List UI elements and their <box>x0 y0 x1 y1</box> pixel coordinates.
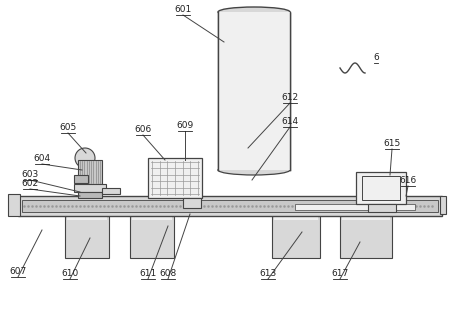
Bar <box>362 176 400 200</box>
Ellipse shape <box>218 7 290 17</box>
Bar <box>67 216 107 220</box>
Bar <box>78 192 102 198</box>
Bar <box>74 175 88 183</box>
Text: 611: 611 <box>140 269 157 278</box>
Bar <box>440 196 446 214</box>
Text: 608: 608 <box>159 269 176 278</box>
Bar <box>130 216 174 258</box>
Text: 604: 604 <box>33 154 50 163</box>
Bar <box>8 194 20 216</box>
Text: 613: 613 <box>259 269 277 278</box>
Text: 609: 609 <box>176 121 194 130</box>
Bar <box>295 204 415 210</box>
Bar <box>356 172 406 204</box>
Bar <box>18 196 442 216</box>
Bar <box>183 198 201 208</box>
Text: 614: 614 <box>281 117 298 126</box>
Text: 615: 615 <box>383 139 401 148</box>
Text: 601: 601 <box>174 5 192 14</box>
Bar <box>272 216 320 258</box>
Bar <box>18 196 442 200</box>
Bar <box>148 158 202 198</box>
Bar <box>218 12 290 170</box>
Text: 612: 612 <box>281 93 298 102</box>
Ellipse shape <box>218 165 290 175</box>
Text: 6: 6 <box>373 53 379 62</box>
Bar <box>65 216 109 258</box>
Bar <box>102 188 120 194</box>
Ellipse shape <box>75 148 95 168</box>
Text: 603: 603 <box>21 170 39 179</box>
Text: 605: 605 <box>60 123 77 132</box>
Text: 616: 616 <box>399 176 417 185</box>
Text: 607: 607 <box>9 267 27 276</box>
Bar <box>368 204 396 212</box>
Bar <box>274 216 318 220</box>
Text: 602: 602 <box>21 179 38 188</box>
Text: 610: 610 <box>61 269 79 278</box>
Bar <box>342 216 390 220</box>
Bar <box>78 160 102 184</box>
Bar <box>22 200 438 212</box>
Text: 606: 606 <box>134 125 152 134</box>
Bar <box>132 216 172 220</box>
Bar <box>74 184 106 192</box>
Text: 617: 617 <box>331 269 349 278</box>
Bar <box>340 216 392 258</box>
